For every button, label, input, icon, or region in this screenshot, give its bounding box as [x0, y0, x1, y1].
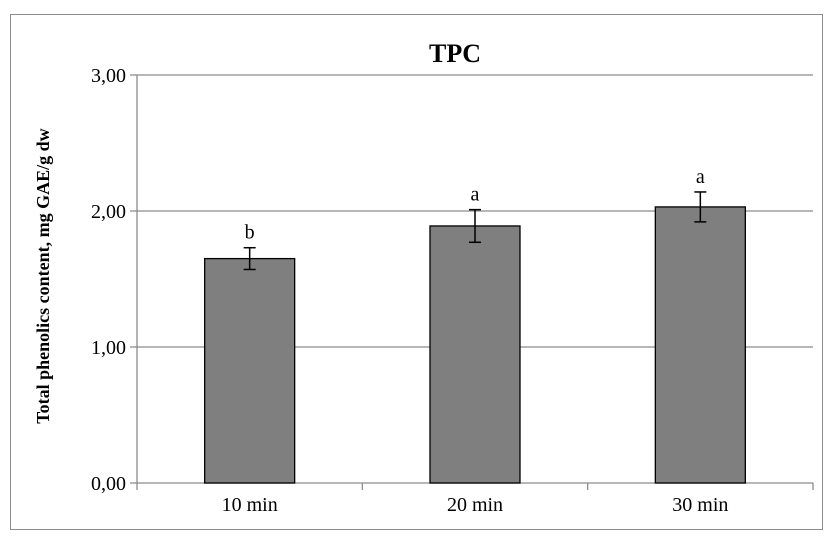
- bar: [204, 257, 296, 484]
- y-tick-label: 2,00: [91, 201, 126, 223]
- y-tick-label: 1,00: [91, 337, 126, 359]
- significance-letter: a: [696, 166, 705, 188]
- label-layer: 0,00 1,00 2,00 3,00 b 10 min a 20 min a 30 min: [91, 65, 728, 516]
- x-category-label: 10 min: [222, 494, 278, 516]
- chart-title: TPC: [429, 39, 481, 68]
- bar: [654, 206, 746, 484]
- significance-letter: b: [245, 222, 255, 244]
- y-tick-label: 0,00: [91, 473, 126, 495]
- y-tick-label: 3,00: [91, 65, 126, 87]
- significance-letter: a: [471, 184, 480, 206]
- x-category-label: 20 min: [447, 494, 503, 516]
- y-axis-label: Total phenolics content, mg GAE/g dw: [33, 128, 53, 423]
- bar: [429, 225, 521, 484]
- x-category-label: 30 min: [672, 494, 728, 516]
- bar-layer: [204, 191, 746, 484]
